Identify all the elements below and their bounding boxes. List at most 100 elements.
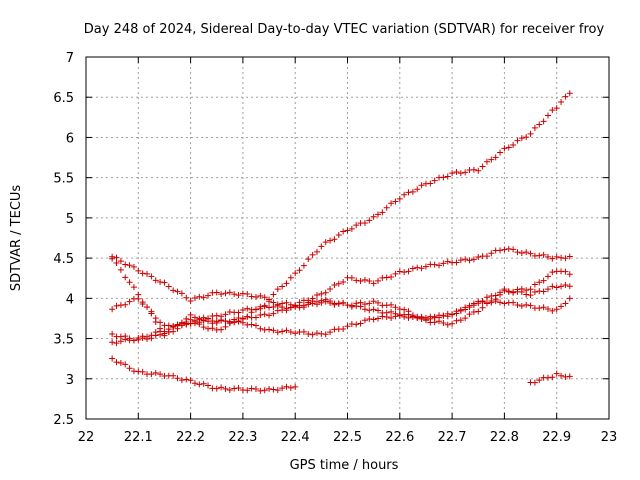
data-point-series-6 — [300, 302, 307, 309]
data-point-series-6 — [414, 315, 421, 322]
data-point-series-6 — [357, 303, 364, 310]
data-point-series-5 — [200, 314, 207, 321]
y-tick-label: 5 — [66, 212, 74, 227]
data-point-series-3 — [475, 254, 482, 261]
data-point-series-2 — [392, 198, 399, 205]
data-point-series-1 — [183, 376, 190, 383]
data-point-series-2 — [191, 294, 198, 301]
data-point-series-5 — [353, 321, 360, 328]
data-point-series-2 — [187, 297, 194, 304]
data-point-series-6 — [117, 266, 124, 273]
data-point-series-2 — [536, 121, 543, 128]
data-point-series-4 — [470, 308, 477, 315]
data-point-series-4 — [270, 303, 277, 310]
data-point-series-6 — [457, 307, 464, 314]
data-point-series-3 — [518, 249, 525, 256]
data-point-series-4 — [248, 306, 255, 313]
data-point-series-3 — [536, 252, 543, 259]
data-point-series-2 — [558, 99, 565, 106]
data-point-series-6 — [497, 289, 504, 296]
data-point-series-2 — [178, 290, 185, 297]
data-point-series-6 — [388, 308, 395, 315]
data-point-series-2 — [144, 270, 151, 277]
data-point-series-2 — [292, 270, 299, 277]
y-tick-label: 5.5 — [53, 172, 74, 187]
data-point-series-2 — [248, 293, 255, 300]
data-point-series-3 — [335, 280, 342, 287]
data-point-series-3 — [540, 251, 547, 258]
data-point-series-6 — [340, 299, 347, 306]
data-point-series-3 — [418, 265, 425, 272]
data-point-series-3 — [348, 274, 355, 281]
data-point-series-2 — [457, 170, 464, 177]
data-point-series-6 — [161, 330, 168, 337]
data-point-series-6 — [492, 292, 499, 299]
data-point-series-2 — [431, 177, 438, 184]
data-point-series-2 — [113, 254, 120, 261]
data-point-series-4 — [165, 322, 172, 329]
data-point-series-6 — [444, 313, 451, 320]
data-point-series-5 — [196, 315, 203, 322]
data-point-series-6 — [361, 306, 368, 313]
data-point-series-4 — [392, 304, 399, 311]
data-point-series-2 — [562, 93, 569, 100]
data-point-series-4 — [475, 308, 482, 315]
data-point-series-6 — [348, 303, 355, 310]
data-point-series-2 — [135, 267, 142, 274]
data-point-series-3 — [453, 259, 460, 266]
data-point-series-2 — [196, 293, 203, 300]
data-point-series-2 — [222, 290, 229, 297]
data-point-series-5 — [279, 328, 286, 335]
data-point-series-1 — [235, 385, 242, 392]
data-point-series-5 — [536, 305, 543, 312]
data-point-series-2 — [283, 280, 290, 287]
data-point-series-6 — [510, 289, 517, 296]
data-point-series-2 — [361, 219, 368, 226]
data-point-series-2 — [318, 243, 325, 250]
data-point-series-6 — [287, 304, 294, 311]
data-point-series-3 — [357, 278, 364, 285]
data-point-series-4 — [370, 298, 377, 305]
data-point-series-4 — [252, 306, 259, 313]
x-tick-label: 22 — [78, 430, 95, 445]
data-point-series-3 — [562, 255, 569, 262]
data-point-series-1 — [113, 359, 120, 366]
data-point-series-4 — [531, 281, 538, 288]
data-point-series-1 — [213, 385, 220, 392]
data-point-series-3 — [497, 247, 504, 254]
data-point-series-4 — [540, 277, 547, 284]
data-point-series-6 — [549, 283, 556, 290]
y-tick-label: 3.5 — [53, 333, 74, 348]
data-point-series-3 — [340, 279, 347, 286]
data-point-series-5 — [187, 311, 194, 318]
data-point-series-6 — [126, 279, 133, 286]
data-point-series-2 — [344, 227, 351, 234]
data-point-series-4 — [388, 301, 395, 308]
data-point-series-2 — [388, 200, 395, 207]
data-point-series-5 — [566, 295, 573, 302]
data-point-series-1 — [566, 373, 573, 380]
data-point-series-6 — [257, 311, 264, 318]
data-point-series-1 — [544, 374, 551, 381]
y-tick-label: 7 — [66, 51, 74, 66]
data-point-series-6 — [396, 312, 403, 319]
data-point-series-5 — [344, 323, 351, 330]
data-point-series-6 — [405, 311, 412, 318]
data-point-series-2 — [335, 232, 342, 239]
data-point-series-6 — [418, 313, 425, 320]
data-point-series-2 — [449, 170, 456, 177]
data-point-series-2 — [235, 292, 242, 299]
data-point-series-5 — [139, 335, 146, 342]
data-point-series-6 — [318, 297, 325, 304]
data-point-series-2 — [566, 90, 573, 97]
data-point-series-6 — [479, 297, 486, 304]
data-point-series-1 — [174, 375, 181, 382]
data-point-series-1 — [109, 355, 116, 362]
data-point-series-3 — [370, 280, 377, 287]
data-point-series-2 — [518, 135, 525, 142]
y-tick-label: 4 — [66, 292, 74, 307]
data-point-series-6 — [109, 255, 116, 262]
data-point-series-2 — [183, 294, 190, 301]
data-point-series-2 — [401, 191, 408, 198]
data-point-series-1 — [187, 377, 194, 384]
